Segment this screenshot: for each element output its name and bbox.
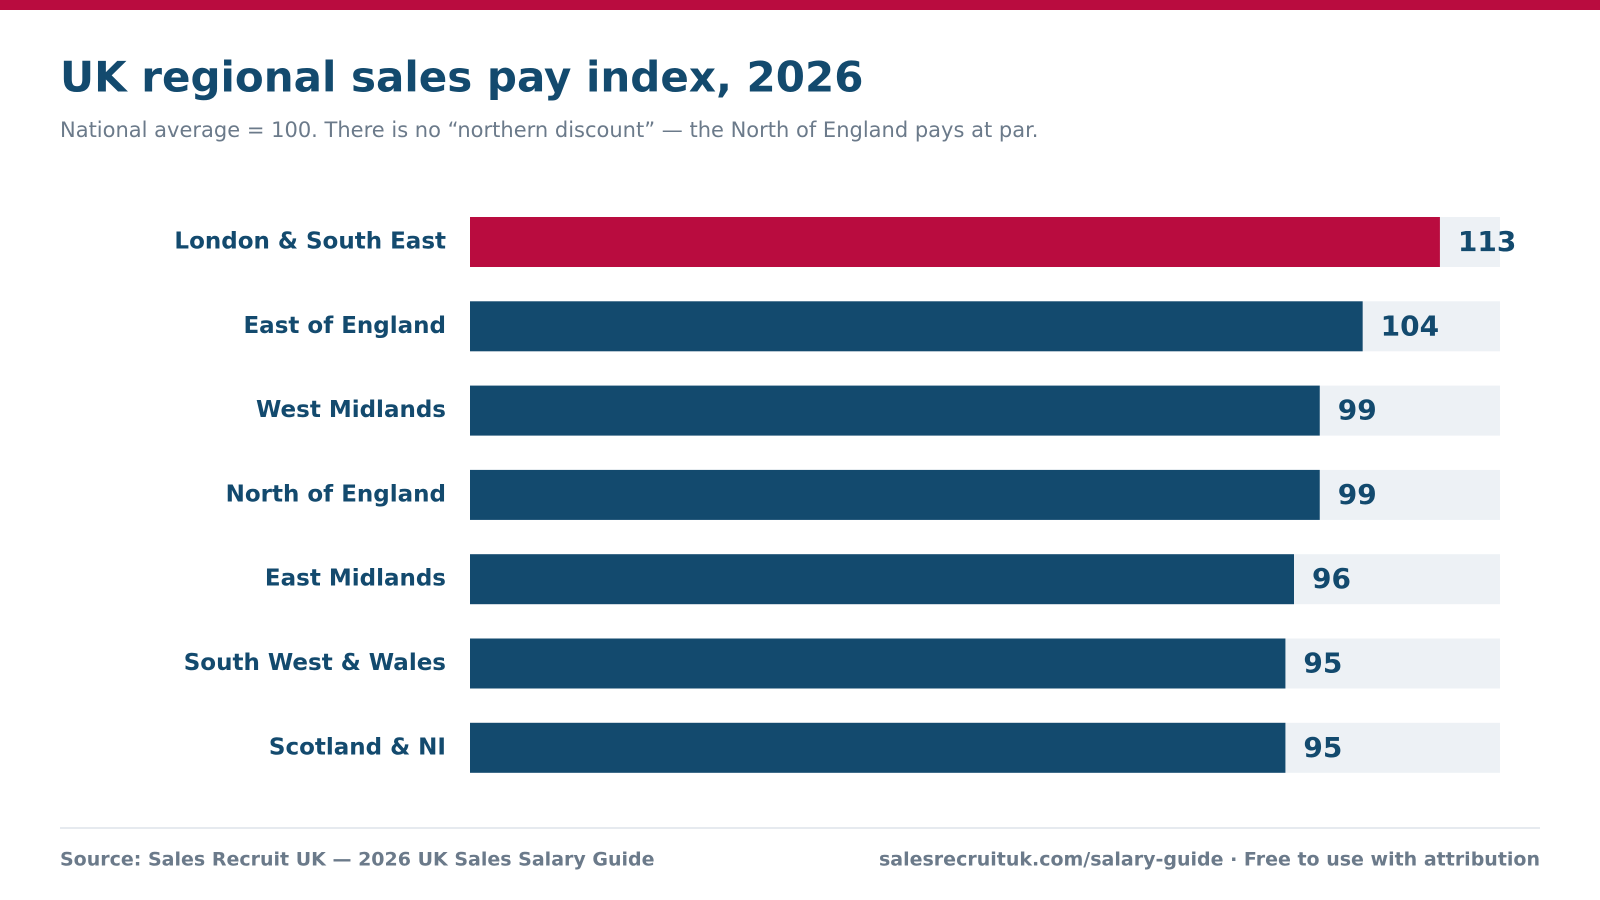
category-label: West Midlands xyxy=(256,397,446,423)
category-label: North of England xyxy=(226,481,446,507)
footer-credit: salesrecruituk.com/salary-guide · Free t… xyxy=(879,849,1540,871)
value-label: 113 xyxy=(1458,225,1516,258)
bar xyxy=(470,301,1363,352)
chart-subtitle: National average = 100. There is no “nor… xyxy=(60,118,1038,142)
footer-source: Source: Sales Recruit UK — 2026 UK Sales… xyxy=(60,849,655,871)
category-label: East of England xyxy=(243,313,446,339)
category-label: Scotland & NI xyxy=(269,734,446,760)
category-label: South West & Wales xyxy=(184,650,446,676)
category-label: East Midlands xyxy=(265,566,446,592)
value-label: 104 xyxy=(1381,309,1439,342)
bar xyxy=(470,385,1320,436)
chart-title: UK regional sales pay index, 2026 xyxy=(60,53,863,102)
value-label: 99 xyxy=(1338,394,1377,427)
value-label: 95 xyxy=(1303,731,1342,764)
bar xyxy=(470,722,1286,773)
value-label: 96 xyxy=(1312,562,1351,595)
category-label: London & South East xyxy=(174,229,446,255)
top-stripe xyxy=(0,0,1600,10)
bar xyxy=(470,554,1294,605)
bar xyxy=(470,469,1320,520)
bar xyxy=(470,638,1286,689)
bar xyxy=(470,217,1440,267)
value-label: 95 xyxy=(1303,647,1342,680)
value-label: 99 xyxy=(1338,478,1377,511)
